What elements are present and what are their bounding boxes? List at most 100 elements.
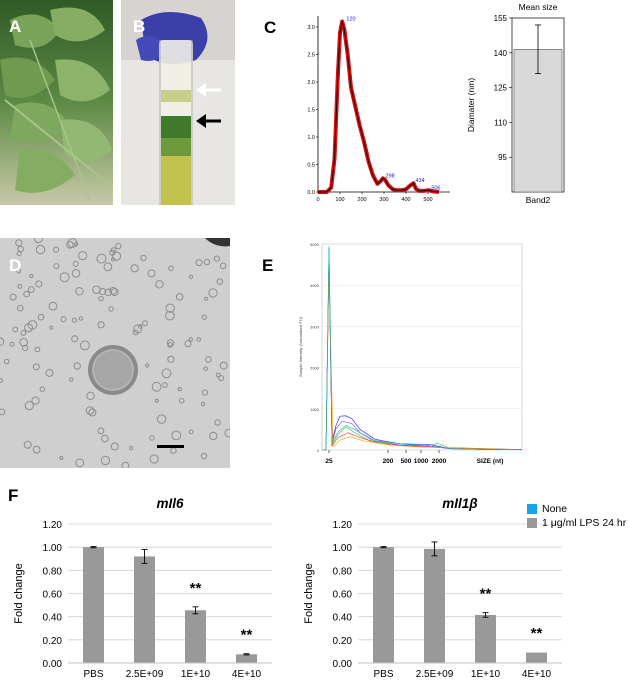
y-tick-label: 0.5 bbox=[307, 163, 315, 169]
x-tick-label: 2000 bbox=[432, 458, 447, 465]
chart-title: mIl1β bbox=[442, 496, 477, 511]
x-tick-label: 2.5E+09 bbox=[126, 669, 164, 680]
x-tick-label: 25 bbox=[325, 458, 333, 465]
peak-label: 120 bbox=[346, 17, 355, 23]
y-tick-label: 0 bbox=[317, 448, 320, 453]
significance-marker: ** bbox=[531, 625, 543, 642]
panel-label-e: E bbox=[262, 256, 274, 275]
y-tick-label: 125 bbox=[494, 84, 508, 93]
legend-item-lps: 1 μg/ml LPS 24 hr bbox=[527, 516, 626, 530]
peak-label: 298 bbox=[386, 173, 395, 179]
panel-label-f: F bbox=[8, 486, 19, 505]
y-tick-label: 0.0 bbox=[307, 190, 315, 196]
scale-bar bbox=[157, 445, 184, 448]
black-arrow-icon bbox=[196, 114, 221, 128]
white-arrow-icon bbox=[196, 83, 221, 97]
y-tick-label: 3.0 bbox=[307, 25, 315, 31]
x-tick-label: 300 bbox=[379, 197, 388, 203]
significance-marker: ** bbox=[190, 580, 202, 597]
y-tick-label: 2000 bbox=[310, 366, 320, 371]
x-tick-label: 500 bbox=[423, 197, 432, 203]
peak-label: 434 bbox=[415, 178, 424, 184]
y-tick-label: 4000 bbox=[310, 283, 320, 288]
chart-c-mean-size: Mean size 95 110 125 140 155 Diamater (nm) Band… bbox=[466, 2, 565, 205]
y-tick-label: 140 bbox=[494, 49, 508, 58]
y-tick-label: 0.20 bbox=[333, 636, 353, 647]
photo-a-leaves bbox=[0, 0, 113, 205]
bar bbox=[134, 556, 155, 663]
x-tick-label: 100 bbox=[335, 197, 344, 203]
x-axis-label: SIZE (nt) bbox=[477, 458, 504, 465]
x-tick-label: 4E+10 bbox=[232, 669, 262, 680]
y-axis-label: Sample Intensity (Normalized FU) bbox=[298, 316, 303, 377]
y-tick-label: 0.20 bbox=[43, 636, 63, 647]
panel-label-d: D bbox=[9, 256, 22, 275]
x-tick-label: 200 bbox=[383, 458, 394, 465]
y-tick-label: 1.5 bbox=[307, 108, 315, 114]
y-tick-label: 2.0 bbox=[307, 80, 315, 86]
y-tick-label: 0.00 bbox=[43, 659, 63, 670]
x-tick-label: PBS bbox=[83, 669, 103, 680]
chart-f-mil1b: mIl1β 0.00 0.20 0.40 0.60 0.80 1.00 1.20 Fold ch… bbox=[303, 496, 562, 680]
x-tick-label: 1000 bbox=[414, 458, 429, 465]
legend-f: None 1 μg/ml LPS 24 hr bbox=[527, 502, 626, 530]
y-axis-label: Fold change bbox=[303, 563, 315, 624]
chart-c-size-distribution: 0.0 0.5 1.0 1.5 2.0 2.5 3.0 0 100 200 300 400 500 120… bbox=[307, 16, 450, 203]
y-tick-label: 2.5 bbox=[307, 53, 315, 59]
chart-title: mIl6 bbox=[156, 496, 184, 511]
legend-swatch-none bbox=[527, 504, 537, 514]
x-tick-label: Band2 bbox=[526, 195, 551, 205]
y-tick-label: 5000 bbox=[310, 242, 320, 247]
bar bbox=[424, 548, 445, 663]
y-tick-label: 1000 bbox=[310, 407, 320, 412]
y-tick-label: 1.00 bbox=[333, 543, 353, 554]
x-tick-label: 4E+10 bbox=[522, 669, 552, 680]
bar bbox=[526, 652, 547, 663]
y-tick-label: 0.80 bbox=[43, 566, 63, 577]
y-tick-label: 0.00 bbox=[333, 659, 353, 670]
y-tick-label: 3000 bbox=[310, 324, 320, 329]
y-tick-label: 0.40 bbox=[333, 613, 353, 624]
significance-marker: ** bbox=[241, 627, 253, 644]
x-tick-label: 200 bbox=[357, 197, 366, 203]
photo-b-gradient-tube bbox=[121, 0, 235, 205]
panel-label-b: B bbox=[133, 17, 146, 36]
y-tick-label: 0.80 bbox=[333, 566, 353, 577]
y-axis-label: Diamater (nm) bbox=[466, 78, 476, 132]
y-tick-label: 110 bbox=[494, 118, 507, 127]
tem-micrograph bbox=[0, 238, 230, 468]
significance-marker: ** bbox=[480, 586, 492, 603]
legend-label-lps: 1 μg/ml LPS 24 hr bbox=[542, 517, 627, 529]
x-tick-label: PBS bbox=[373, 669, 393, 680]
bar bbox=[185, 610, 206, 663]
legend-item-none: None bbox=[527, 502, 626, 516]
x-tick-label: 2.5E+09 bbox=[416, 669, 454, 680]
trace-line bbox=[322, 246, 523, 451]
x-tick-label: 400 bbox=[401, 197, 410, 203]
bar bbox=[475, 614, 496, 663]
y-tick-label: 0.40 bbox=[43, 613, 63, 624]
y-tick-label: 0.60 bbox=[333, 590, 353, 601]
plot-frame bbox=[321, 243, 523, 451]
peak-label: 506 bbox=[431, 185, 440, 191]
x-tick-label: 0 bbox=[316, 197, 319, 203]
chart-f-mil6: mIl6 0.00 0.20 0.40 0.60 0.80 1.00 1.20 Fold cha… bbox=[13, 496, 272, 680]
bar bbox=[83, 547, 104, 663]
y-tick-label: 95 bbox=[498, 153, 507, 162]
y-tick-label: 0.60 bbox=[43, 590, 63, 601]
panel-label-c: C bbox=[264, 18, 277, 37]
bar bbox=[236, 654, 257, 663]
y-tick-label: 1.0 bbox=[307, 135, 315, 141]
series-line bbox=[318, 21, 440, 193]
y-tick-label: 1.00 bbox=[43, 543, 63, 554]
chart-title: Mean size bbox=[519, 2, 558, 12]
y-tick-label: 1.20 bbox=[333, 520, 353, 531]
panel-label-a: A bbox=[9, 17, 22, 36]
x-tick-label: 1E+10 bbox=[181, 669, 211, 680]
y-tick-label: 1.20 bbox=[43, 520, 63, 531]
x-tick-label: 1E+10 bbox=[471, 669, 501, 680]
y-tick-label: 155 bbox=[494, 14, 508, 23]
legend-swatch-lps bbox=[527, 518, 537, 528]
legend-label-none: None bbox=[542, 503, 568, 515]
